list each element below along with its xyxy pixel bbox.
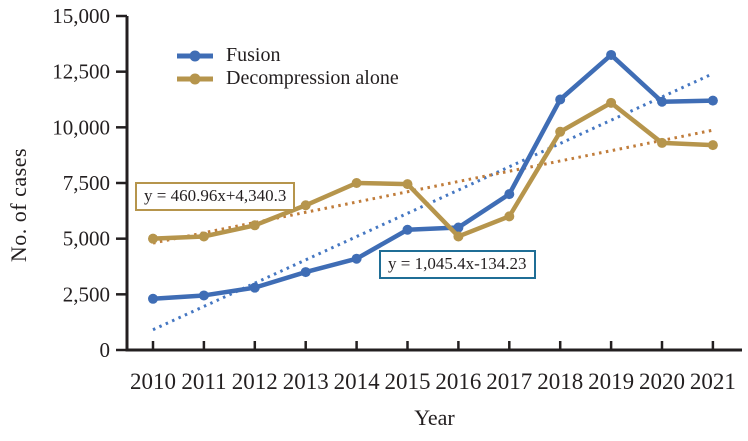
legend-label-decompression: Decompression alone xyxy=(226,67,399,89)
fusion-series-marker-icon xyxy=(177,50,213,61)
fusion-trend-equation-box: y = 1,045.4x-134.23 xyxy=(379,250,536,279)
svg-text:0: 0 xyxy=(100,338,111,362)
svg-text:2013: 2013 xyxy=(283,369,329,394)
svg-text:2,500: 2,500 xyxy=(63,282,110,306)
svg-text:2018: 2018 xyxy=(537,369,583,394)
legend-label-fusion: Fusion xyxy=(226,44,281,66)
svg-text:2016: 2016 xyxy=(435,369,481,394)
x-axis-title: Year xyxy=(414,405,455,430)
decompression-trend-equation-box: y = 460.96x+4,340.3 xyxy=(135,182,296,211)
svg-text:2010: 2010 xyxy=(130,369,176,394)
svg-text:2015: 2015 xyxy=(385,369,431,394)
svg-text:7,500: 7,500 xyxy=(63,171,110,195)
svg-text:15,000: 15,000 xyxy=(52,4,110,28)
decompression-series-marker-icon xyxy=(177,73,213,84)
y-axis-title: No. of cases xyxy=(6,147,31,263)
svg-text:10,000: 10,000 xyxy=(52,115,110,139)
svg-text:2014: 2014 xyxy=(334,369,381,394)
svg-text:2019: 2019 xyxy=(588,369,634,394)
legend-item-decompression: Decompression alone xyxy=(176,67,399,90)
svg-text:5,000: 5,000 xyxy=(63,227,110,251)
svg-text:2012: 2012 xyxy=(232,369,278,394)
chart-legend: Fusion Decompression alone xyxy=(176,44,399,90)
svg-text:2017: 2017 xyxy=(486,369,532,394)
legend-item-fusion: Fusion xyxy=(176,44,399,67)
svg-text:2020: 2020 xyxy=(639,369,685,394)
svg-text:2021: 2021 xyxy=(690,369,736,394)
svg-text:2011: 2011 xyxy=(181,369,226,394)
svg-text:12,500: 12,500 xyxy=(52,60,110,84)
